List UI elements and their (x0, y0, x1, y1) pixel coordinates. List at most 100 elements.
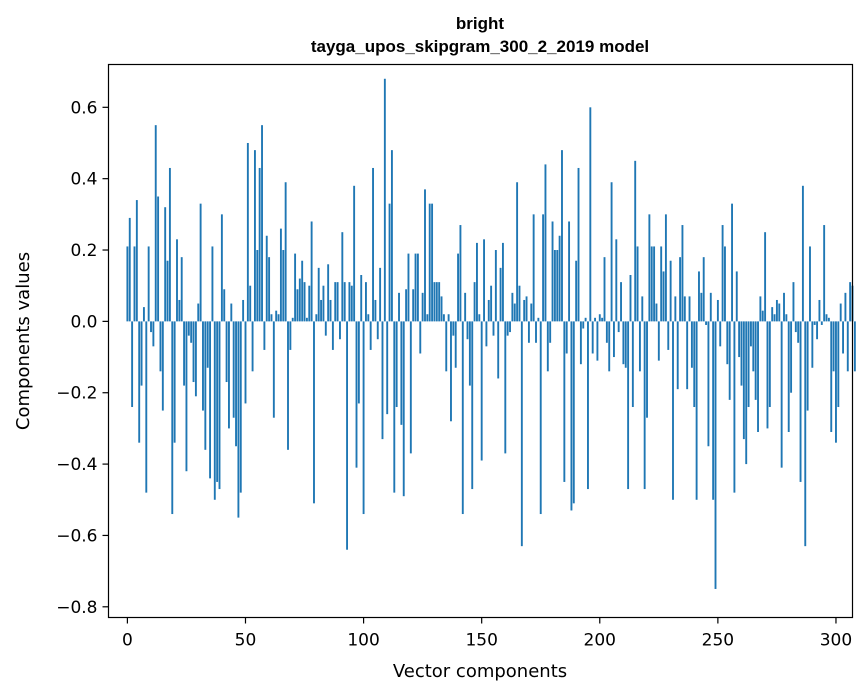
bar (620, 282, 622, 322)
bar (145, 321, 148, 493)
bar (414, 253, 417, 322)
bar (471, 321, 474, 490)
y-tick-label: −0.8 (56, 598, 97, 618)
bar (546, 321, 549, 372)
bar (558, 235, 561, 322)
bar (192, 321, 195, 383)
bar (435, 282, 438, 322)
bar (695, 321, 698, 500)
bar (362, 321, 365, 515)
bar (393, 321, 396, 493)
x-tick-label: 100 (347, 631, 379, 651)
bar (348, 282, 351, 322)
x-ticks-group: 0 50 100 150 200 250 300 (122, 617, 852, 651)
bar (246, 142, 249, 322)
bar (780, 321, 783, 468)
x-tick-label: 50 (235, 631, 257, 651)
bar (388, 203, 391, 322)
bar (766, 321, 769, 429)
x-tick-label: 150 (465, 631, 497, 651)
bar (513, 303, 516, 322)
bar (728, 321, 731, 400)
bar (256, 250, 259, 322)
bar (589, 107, 592, 322)
bar (844, 292, 847, 322)
bar (752, 321, 755, 372)
bar (161, 321, 164, 411)
bar (261, 125, 263, 322)
bar (407, 253, 410, 322)
bar (596, 321, 599, 361)
bar (809, 246, 811, 322)
bar (825, 314, 828, 322)
bar (605, 321, 608, 343)
bar (265, 235, 268, 322)
bar (138, 321, 141, 443)
bar (716, 299, 719, 322)
bar (820, 321, 823, 325)
x-axis-label: Vector components (393, 661, 567, 682)
bar (322, 285, 325, 322)
bar (270, 314, 273, 322)
bar (421, 292, 424, 322)
bars-group (126, 78, 856, 589)
bar (339, 321, 341, 340)
bar (279, 228, 282, 322)
bar (638, 321, 641, 372)
bar (187, 321, 190, 336)
bar (582, 321, 585, 329)
bar (527, 321, 530, 343)
bar (485, 321, 488, 347)
bar (584, 317, 587, 322)
bar (487, 299, 490, 322)
bar (579, 321, 582, 365)
bar (672, 321, 674, 500)
bar (648, 214, 651, 322)
bar (565, 321, 568, 354)
bar (653, 246, 656, 322)
y-axis-label: Components values (13, 252, 34, 430)
bar (525, 296, 528, 322)
bar (159, 321, 162, 372)
bar (530, 303, 533, 322)
bar (594, 317, 596, 322)
bar (572, 321, 575, 504)
bar (643, 321, 646, 490)
bar (688, 296, 691, 322)
bar (287, 321, 289, 450)
bar (733, 321, 736, 493)
bar (627, 321, 630, 490)
y-tick-label: 0.0 (70, 312, 97, 332)
bar (431, 203, 434, 322)
bar (778, 303, 781, 322)
bar (561, 150, 563, 322)
bar (320, 299, 323, 322)
bar (218, 321, 221, 490)
bar (655, 303, 658, 322)
bar (197, 303, 200, 322)
bar (657, 321, 660, 361)
x-tick-label: 0 (122, 631, 133, 651)
bar (615, 239, 618, 322)
bar (681, 225, 684, 322)
bar (206, 321, 209, 368)
bar (353, 185, 356, 322)
bar (395, 321, 398, 408)
bar (504, 321, 507, 454)
bar (506, 321, 509, 336)
bar (738, 321, 741, 358)
bar (698, 271, 700, 322)
bar (412, 289, 415, 322)
bar (731, 203, 733, 322)
bar (709, 292, 712, 322)
bar (317, 267, 320, 322)
bar (150, 321, 152, 333)
bar (702, 257, 705, 322)
bar (343, 282, 346, 322)
bar (839, 303, 842, 322)
bar (168, 167, 171, 322)
bar (447, 314, 450, 322)
bar (204, 321, 207, 450)
bar (235, 321, 237, 447)
